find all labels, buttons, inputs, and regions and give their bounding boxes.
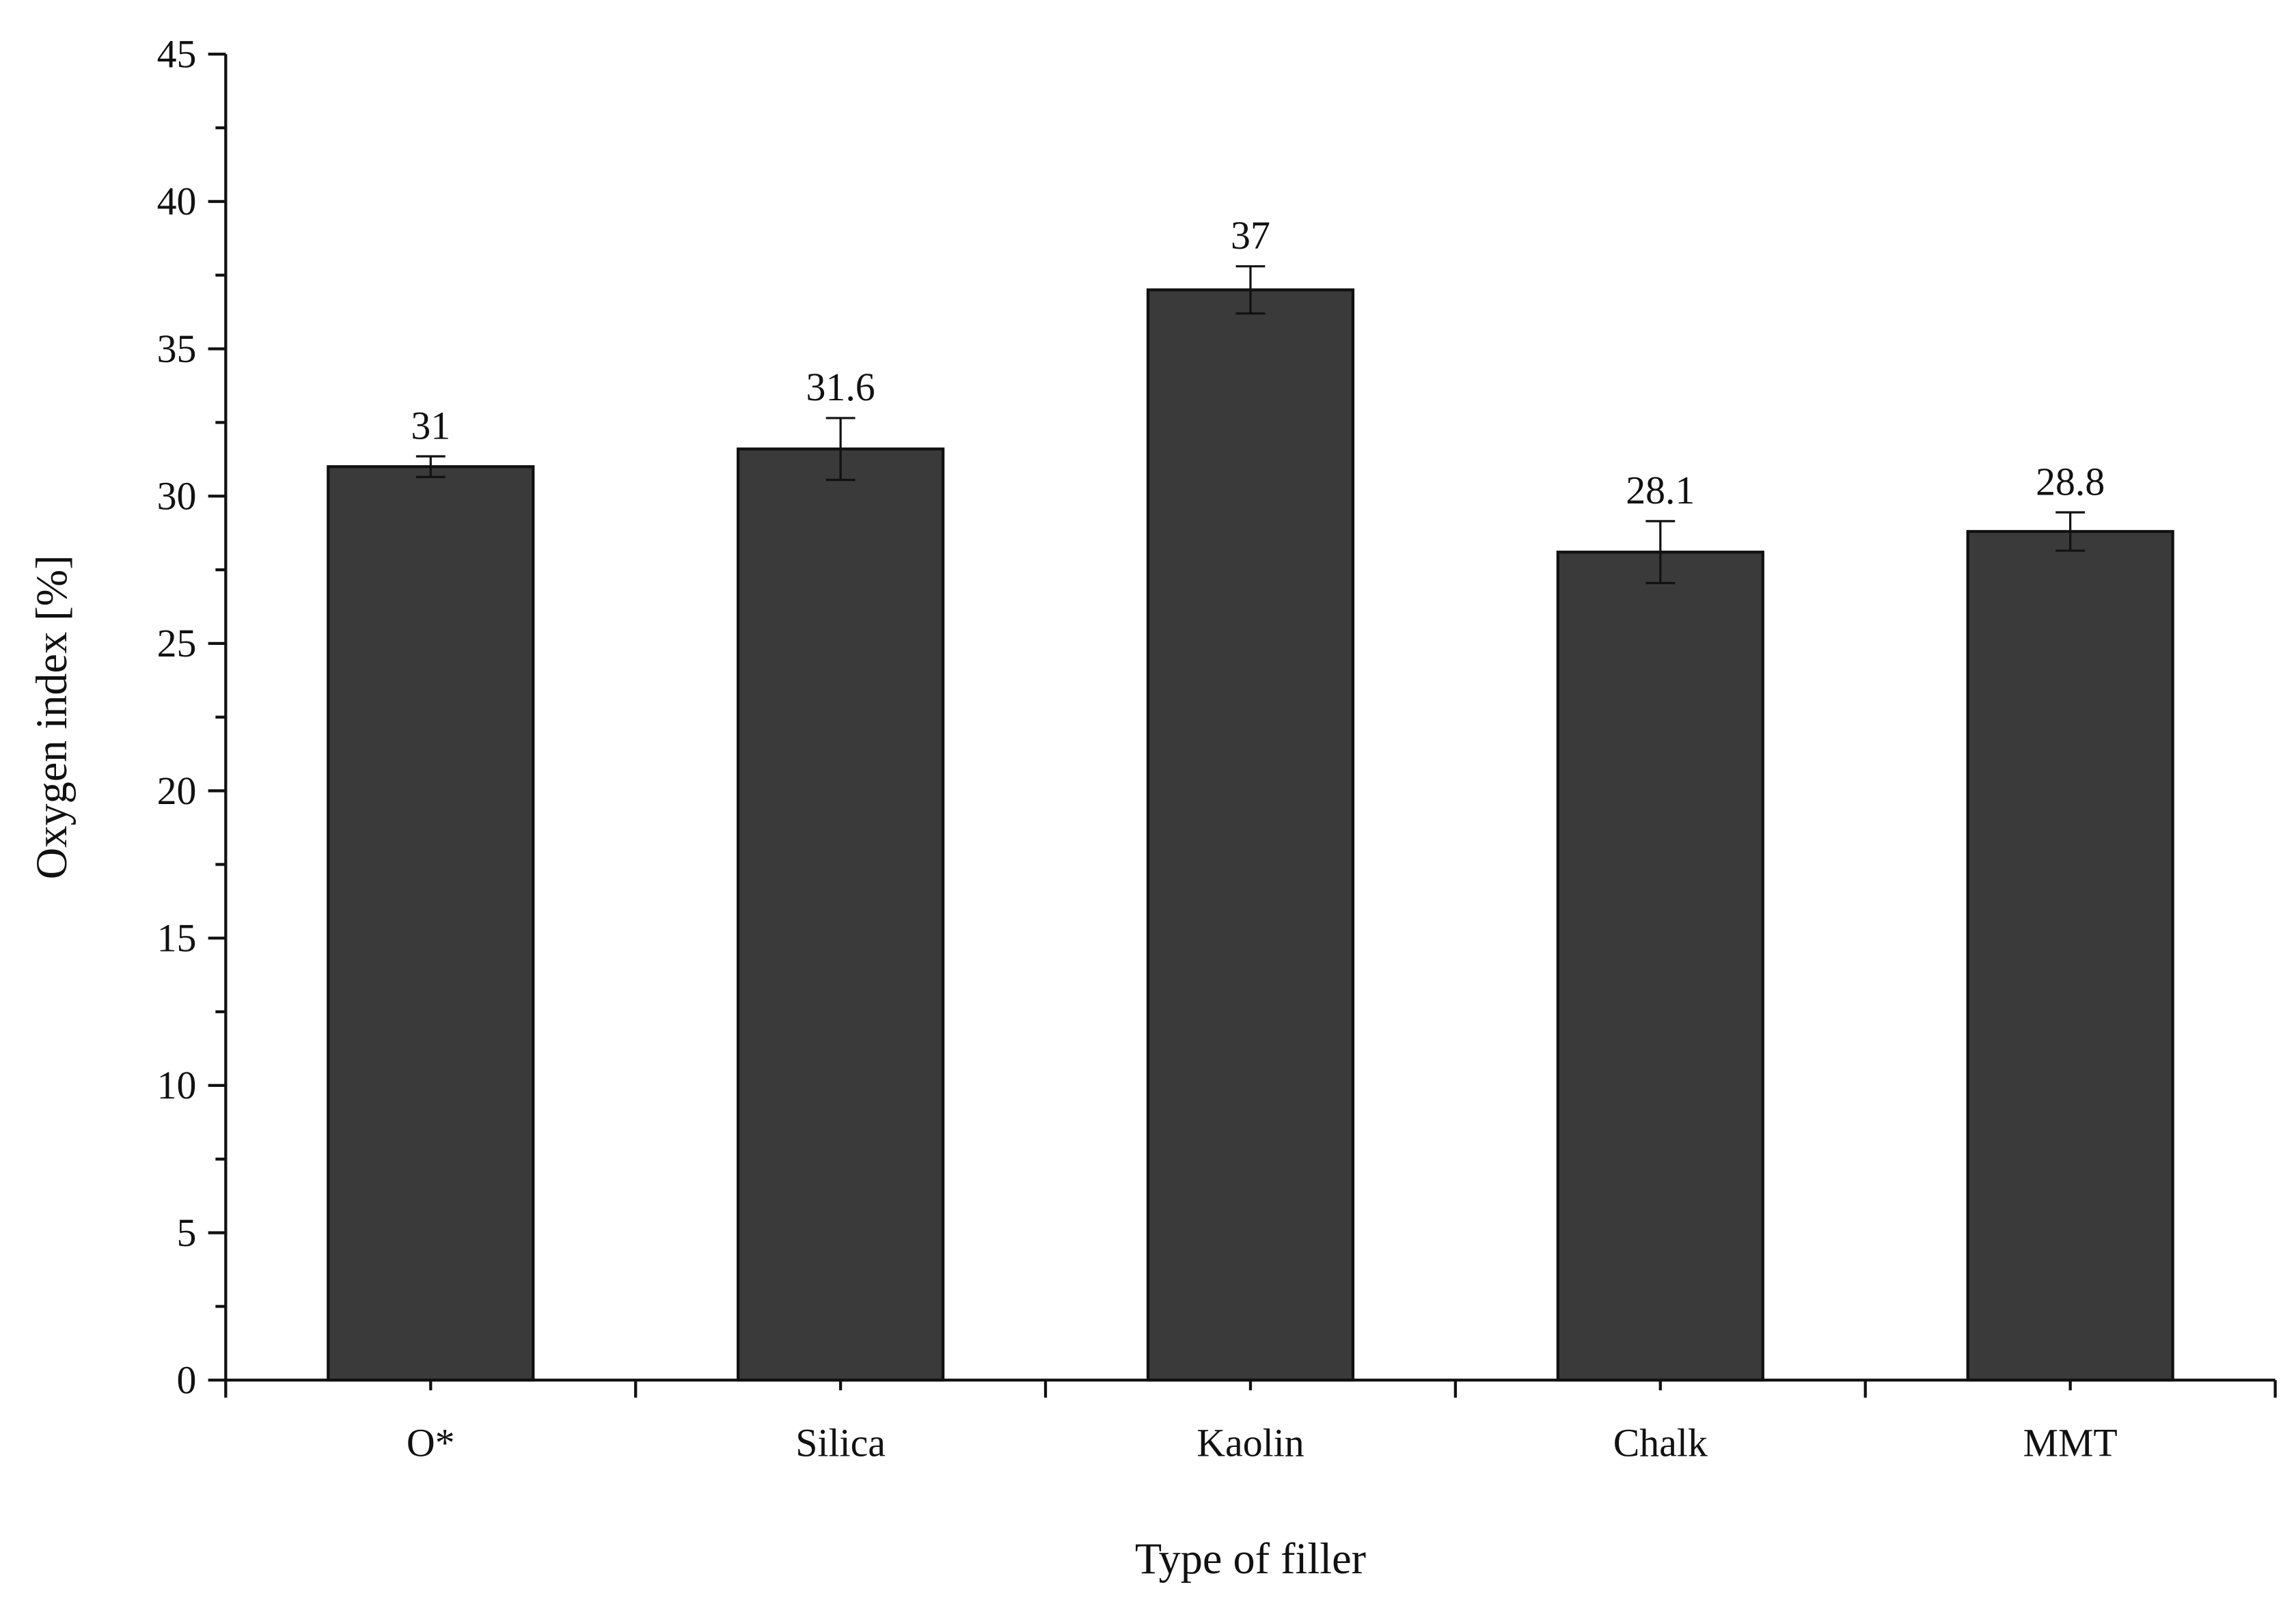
x-tick-label: O* <box>407 1421 455 1465</box>
data-label: 28.8 <box>2036 459 2105 503</box>
y-tick-label: 5 <box>177 1211 197 1255</box>
error-bar <box>2055 511 2086 552</box>
y-tick-label: 0 <box>177 1358 197 1402</box>
y-tick-label: 25 <box>157 621 197 665</box>
error-bar <box>825 417 856 482</box>
data-label: 37 <box>1231 213 1270 258</box>
x-axis-label: Type of filler <box>1135 1534 1366 1583</box>
y-tick-label: 20 <box>157 769 197 813</box>
data-label: 31.6 <box>806 365 875 409</box>
y-tick-label: 45 <box>157 32 197 77</box>
error-bar <box>1235 265 1266 315</box>
bar <box>1556 551 1764 1382</box>
bar <box>327 465 535 1382</box>
y-tick-label: 35 <box>157 327 197 371</box>
x-tick-label: MMT <box>2023 1421 2118 1465</box>
x-tick-label: Silica <box>795 1421 886 1465</box>
data-label: 31 <box>411 403 450 447</box>
y-tick-label: 15 <box>157 916 197 960</box>
bar <box>737 447 945 1382</box>
error-bar <box>1645 520 1676 585</box>
data-label: 28.1 <box>1626 468 1695 512</box>
error-bar <box>415 455 446 478</box>
y-tick-label: 30 <box>157 474 197 518</box>
y-axis-label: Oxygen index [%] <box>27 555 76 879</box>
x-tick-label: Kaolin <box>1197 1421 1304 1465</box>
y-tick-label: 40 <box>157 179 197 223</box>
bar <box>1146 288 1355 1382</box>
y-tick-label: 10 <box>157 1063 197 1107</box>
bar <box>1966 529 2174 1382</box>
x-tick-label: Chalk <box>1613 1421 1708 1465</box>
